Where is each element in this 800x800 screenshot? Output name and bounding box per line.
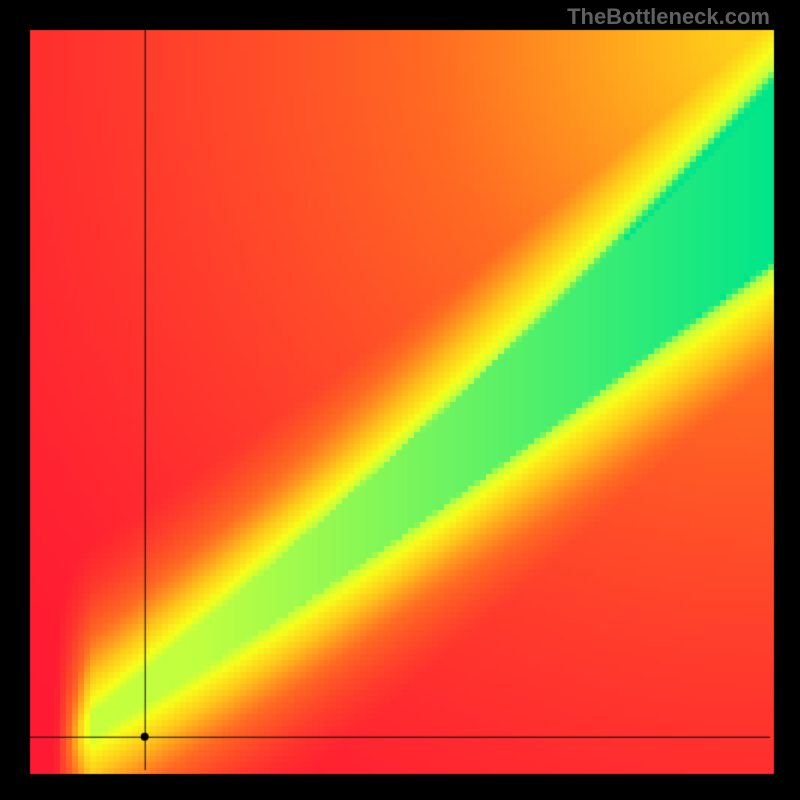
bottleneck-heatmap [0, 0, 800, 800]
watermark-text: TheBottleneck.com [567, 4, 770, 30]
chart-container: TheBottleneck.com [0, 0, 800, 800]
